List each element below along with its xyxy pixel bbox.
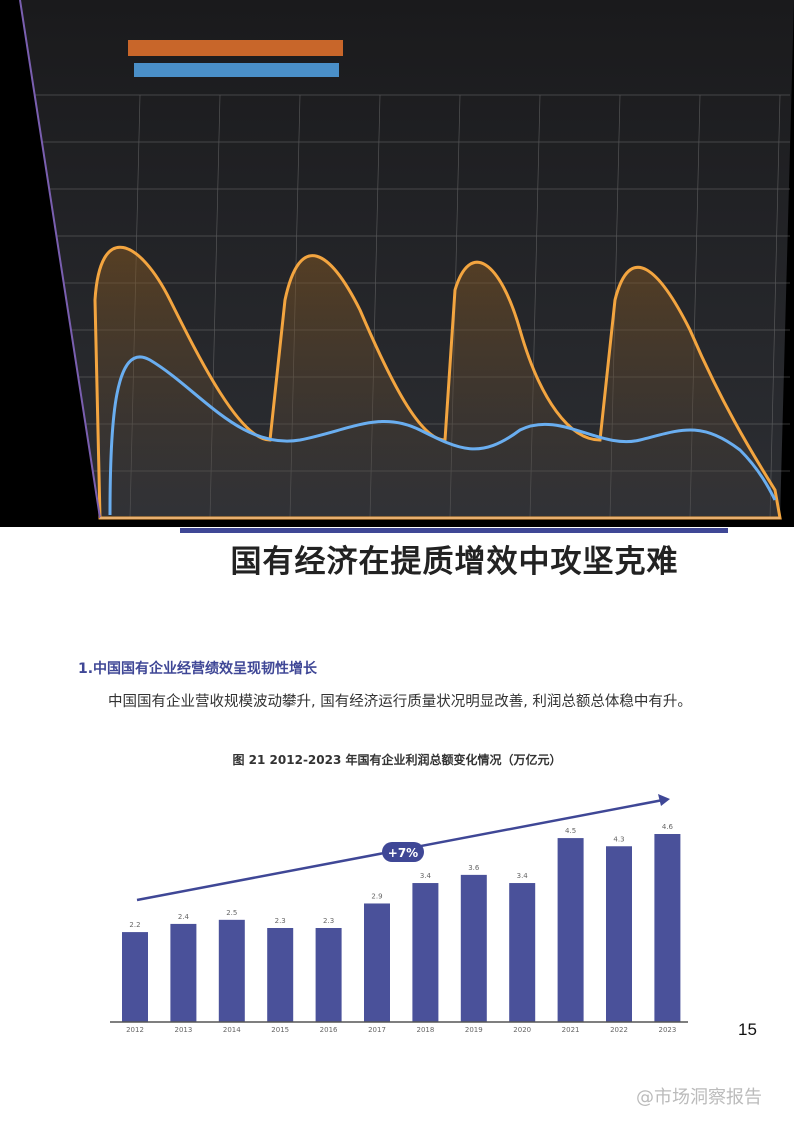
data-label: 4.6 <box>662 823 674 831</box>
bar-chart: +7% 2.2 2012 2.4 2013 2.5 2014 2.3 2015 2.3 2016 2… <box>110 794 688 1034</box>
page-number: 15 <box>738 1020 757 1039</box>
data-label: 4.5 <box>565 827 576 835</box>
data-label: 3.4 <box>517 872 529 880</box>
hero-image <box>0 0 794 527</box>
x-tick-label: 2015 <box>271 1026 289 1034</box>
bar-2018 <box>412 883 439 1022</box>
figure-title: 图 21 2012-2023 年国有企业利润总额变化情况（万亿元） <box>232 753 562 767</box>
x-tick-label: 2020 <box>513 1026 531 1034</box>
bar-2012 <box>122 932 148 1022</box>
bar-2019 <box>460 874 487 1022</box>
data-label: 2.9 <box>371 892 382 900</box>
title-rule <box>180 528 728 533</box>
bar-2020 <box>509 883 536 1022</box>
x-tick-label: 2018 <box>416 1026 434 1034</box>
x-tick-label: 2017 <box>368 1026 386 1034</box>
x-tick-label: 2012 <box>126 1026 144 1034</box>
x-tick-label: 2023 <box>658 1026 676 1034</box>
x-tick-label: 2016 <box>320 1026 338 1034</box>
data-label: 2.2 <box>129 921 140 929</box>
data-label: 3.4 <box>420 872 432 880</box>
data-label: 2.4 <box>178 913 190 921</box>
x-tick-label: 2014 <box>223 1026 241 1034</box>
body-paragraph: 中国国有企业营收规模波动攀升, 国有经济运行质量状况明显改善, 利润总额总体稳中… <box>108 694 692 710</box>
trend-arrowhead <box>658 794 670 806</box>
bar-2014 <box>218 919 245 1022</box>
annotation-badge <box>382 842 424 862</box>
data-label: 3.6 <box>468 864 480 872</box>
bar-2015 <box>267 928 294 1022</box>
data-label: 4.3 <box>613 835 624 843</box>
data-label: 2.5 <box>226 909 237 917</box>
bar-2016 <box>315 928 342 1022</box>
bar-2022 <box>606 846 632 1022</box>
bar-2023 <box>654 834 681 1022</box>
page-title: 国有经济在提质增效中攻坚克难 <box>230 544 679 580</box>
x-tick-label: 2013 <box>174 1026 192 1034</box>
x-tick-label: 2022 <box>610 1026 628 1034</box>
bar-2013 <box>170 923 197 1022</box>
data-label: 2.3 <box>275 917 286 925</box>
x-tick-label: 2019 <box>465 1026 483 1034</box>
bar-2021 <box>557 838 584 1022</box>
watermark: @市场洞察报告 <box>636 1087 762 1108</box>
bar-2017 <box>364 903 390 1022</box>
annotation-label: +7% <box>388 846 418 860</box>
x-tick-label: 2021 <box>562 1026 580 1034</box>
section-heading: 1.中国国有企业经营绩效呈现韧性增长 <box>78 661 318 677</box>
data-label: 2.3 <box>323 917 334 925</box>
